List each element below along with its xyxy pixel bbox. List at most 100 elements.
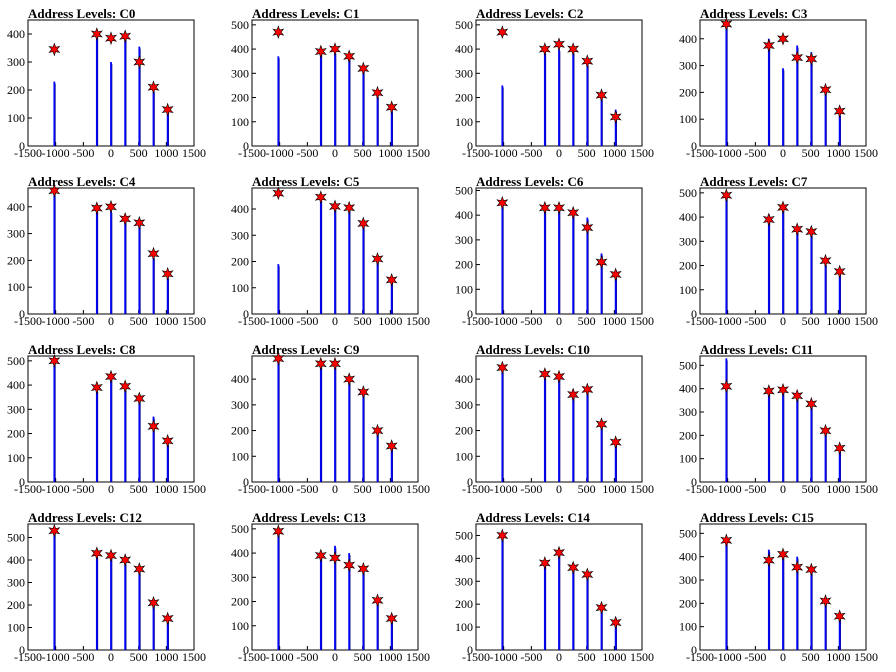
x-tick-label: 1000 xyxy=(602,650,626,664)
x-tick-label: -1500 xyxy=(238,314,266,328)
peak-marker xyxy=(105,369,117,384)
peak-marker xyxy=(357,216,370,231)
y-tick-label: 100 xyxy=(7,280,25,294)
y-tick-label: 400 xyxy=(455,42,473,56)
peak-marker xyxy=(496,195,509,210)
peak-marker xyxy=(720,533,733,548)
peak-marker xyxy=(791,560,804,575)
chart-title: Address Levels: C11 xyxy=(700,342,814,357)
x-tick-label: -500 xyxy=(72,146,94,160)
peak-marker xyxy=(496,360,509,375)
y-tick-label: 300 xyxy=(231,398,249,412)
peak-marker xyxy=(833,104,846,119)
x-tick-label: 0 xyxy=(556,482,562,496)
y-tick-label: 200 xyxy=(231,91,249,105)
bar xyxy=(543,376,546,482)
chart-title: Address Levels: C8 xyxy=(28,342,136,357)
x-tick-label: 1500 xyxy=(630,650,654,664)
peak-marker xyxy=(805,562,818,577)
y-tick-label: 0 xyxy=(19,139,25,153)
y-tick-label: 400 xyxy=(7,27,25,41)
x-tick-label: 500 xyxy=(578,482,596,496)
bar xyxy=(376,95,379,146)
peak-marker xyxy=(833,441,846,456)
y-tick-label: 400 xyxy=(679,550,697,564)
x-tick-label: 1500 xyxy=(406,314,430,328)
peak-marker xyxy=(161,266,174,281)
x-tick-label: -500 xyxy=(520,146,542,160)
y-tick-label: 100 xyxy=(231,449,249,463)
chart-panel: 0 100 200 300 400 500 -1500 -1000 -500 0 500 1000 15… xyxy=(448,168,672,336)
bar xyxy=(53,190,56,314)
bar xyxy=(558,551,560,650)
x-tick-label: 1000 xyxy=(378,146,402,160)
x-tick-label: 1000 xyxy=(826,146,850,160)
x-tick-label: -1000 xyxy=(266,314,294,328)
peak-marker xyxy=(329,551,341,565)
peak-marker xyxy=(595,417,608,432)
x-tick-label: 1500 xyxy=(182,482,206,496)
peak-marker xyxy=(147,246,160,261)
peak-marker xyxy=(720,379,733,394)
bar xyxy=(501,85,504,146)
peak-marker xyxy=(90,201,103,216)
peak-marker xyxy=(371,251,384,266)
peak-marker xyxy=(496,25,509,40)
bar xyxy=(725,538,728,650)
x-tick-label: -1500 xyxy=(238,482,266,496)
peak-marker xyxy=(371,593,384,608)
x-tick-label: -500 xyxy=(296,146,318,160)
y-tick-label: 300 xyxy=(7,227,25,241)
y-tick-label: 0 xyxy=(467,307,473,321)
bar xyxy=(586,389,589,482)
chart-panel: 0 100 200 300 400 -1500 -1000 -500 0 500 1000 1500 A… xyxy=(448,336,672,504)
y-tick-label: 100 xyxy=(231,115,249,129)
y-tick-label: 100 xyxy=(231,281,249,295)
chart-svg: 0 100 200 300 400 -1500 -1000 -500 0 500 1000 1500 xyxy=(231,351,430,496)
y-tick-label: 100 xyxy=(231,619,249,633)
y-tick-label: 100 xyxy=(679,112,697,126)
chart-svg: 0 100 200 300 400 500 -1500 -1000 -500 0 500 1000 15… xyxy=(679,186,878,328)
peak-marker xyxy=(805,396,818,411)
y-tick-label: 400 xyxy=(455,208,473,222)
x-tick-label: -1500 xyxy=(686,146,714,160)
bar xyxy=(810,400,813,482)
peak-marker xyxy=(133,562,146,576)
bar xyxy=(838,113,841,146)
peak-marker xyxy=(161,433,174,448)
chart-svg: 0 100 200 300 400 -1500 -1000 -500 0 500 1000 1500 xyxy=(231,186,430,328)
bar xyxy=(138,46,141,146)
bar xyxy=(390,446,393,482)
peak-marker xyxy=(385,100,398,115)
x-tick-label: 500 xyxy=(354,650,372,664)
peak-marker xyxy=(272,351,285,366)
x-tick-label: -1000 xyxy=(266,146,294,160)
x-tick-label: 500 xyxy=(130,482,148,496)
chart-svg: 0 100 200 300 400 500 -1500 -1000 -500 0 500 1000 15… xyxy=(7,523,206,664)
y-tick-label: 200 xyxy=(7,427,25,441)
bar xyxy=(725,358,728,482)
peak-marker xyxy=(105,31,117,46)
x-tick-label: -1500 xyxy=(14,650,42,664)
x-tick-label: -500 xyxy=(520,650,542,664)
chart-svg: 0 100 200 300 400 500 -1500 -1000 -500 0 500 1000 15… xyxy=(455,183,654,328)
peak-marker xyxy=(567,560,580,575)
x-tick-label: 1500 xyxy=(406,146,430,160)
x-tick-label: -500 xyxy=(296,482,318,496)
chart-svg: 0 100 200 300 400 500 -1500 -1000 -500 0 500 1000 15… xyxy=(231,18,430,160)
x-tick-label: 500 xyxy=(130,650,148,664)
x-tick-label: 1000 xyxy=(378,650,402,664)
bar xyxy=(277,56,280,146)
bar xyxy=(110,553,112,650)
y-tick-label: 500 xyxy=(679,358,697,372)
y-tick-label: 400 xyxy=(7,553,25,567)
x-tick-label: -1000 xyxy=(490,650,518,664)
bar xyxy=(614,440,617,482)
peak-marker xyxy=(567,42,580,56)
bar xyxy=(277,358,280,482)
y-tick-label: 0 xyxy=(19,643,25,657)
peak-marker xyxy=(314,44,327,59)
x-tick-label: 0 xyxy=(780,146,786,160)
peak-marker xyxy=(609,615,622,630)
bar xyxy=(362,567,365,650)
